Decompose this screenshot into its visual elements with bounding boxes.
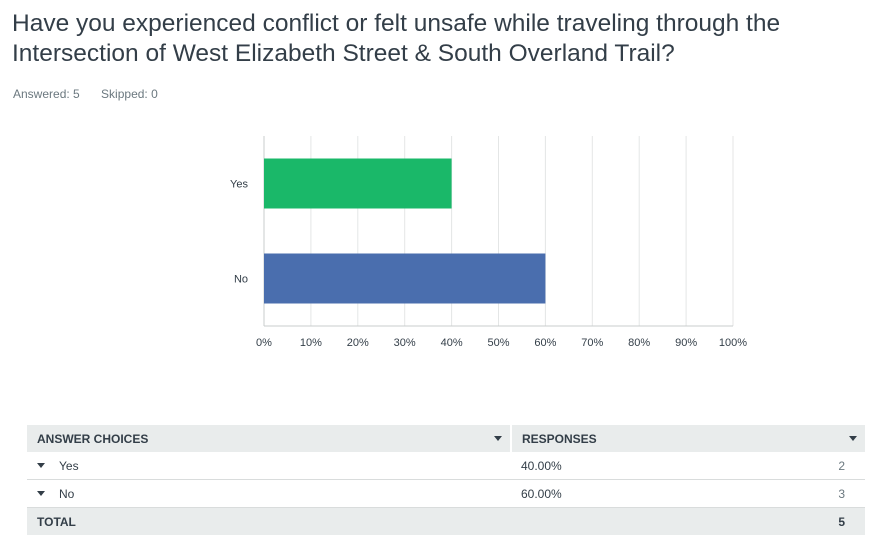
bar-no — [264, 253, 546, 304]
total-row: TOTAL 5 — [27, 507, 865, 535]
response-stats: Answered: 5 Skipped: 0 — [13, 87, 176, 101]
x-tick-label: 80% — [628, 337, 650, 349]
answer-choice-cell: No — [27, 479, 511, 508]
bar-chart: 0% 10% 20% 30% 40% 50% 60% 70% 80% 90% 100% Yes No — [230, 136, 747, 349]
response-cell: 40.00% 2 — [511, 452, 865, 480]
sort-caret-icon[interactable] — [494, 436, 502, 441]
total-label: TOTAL — [27, 507, 511, 535]
skipped-count: Skipped: 0 — [101, 87, 158, 101]
expand-caret-icon[interactable] — [37, 462, 45, 468]
total-count: 5 — [511, 507, 865, 535]
question-title: Have you experienced conflict or felt un… — [12, 10, 781, 67]
response-percent: 40.00% — [521, 458, 562, 473]
table-row: Yes 40.00% 2 — [27, 452, 865, 480]
answer-choices-header[interactable]: ANSWER CHOICES — [27, 425, 511, 452]
sort-caret-icon[interactable] — [849, 436, 857, 441]
x-tick-label: 30% — [394, 337, 416, 349]
x-tick-label: 90% — [675, 337, 697, 349]
responses-table: ANSWER CHOICES RESPONSES Yes 40.00% 2 No — [27, 425, 865, 535]
answer-choice-cell: Yes — [27, 452, 511, 480]
table-row: No 60.00% 3 — [27, 479, 865, 508]
category-label: No — [234, 274, 248, 286]
response-count: 2 — [838, 459, 845, 473]
bar-yes — [264, 158, 452, 209]
x-tick-label: 60% — [534, 337, 556, 349]
x-tick-label: 70% — [581, 337, 603, 349]
response-cell: 60.00% 3 — [511, 479, 865, 508]
category-label: Yes — [230, 179, 248, 191]
x-tick-label: 10% — [300, 337, 322, 349]
responses-header[interactable]: RESPONSES — [510, 425, 865, 452]
x-tick-label: 100% — [719, 337, 747, 349]
x-tick-label: 20% — [347, 337, 369, 349]
response-percent: 60.00% — [521, 486, 562, 501]
answered-count: Answered: 5 — [13, 87, 80, 101]
response-count: 3 — [838, 487, 845, 501]
expand-caret-icon[interactable] — [37, 490, 45, 496]
x-tick-label: 0% — [256, 337, 272, 349]
x-tick-label: 40% — [441, 337, 463, 349]
x-tick-label: 50% — [487, 337, 509, 349]
